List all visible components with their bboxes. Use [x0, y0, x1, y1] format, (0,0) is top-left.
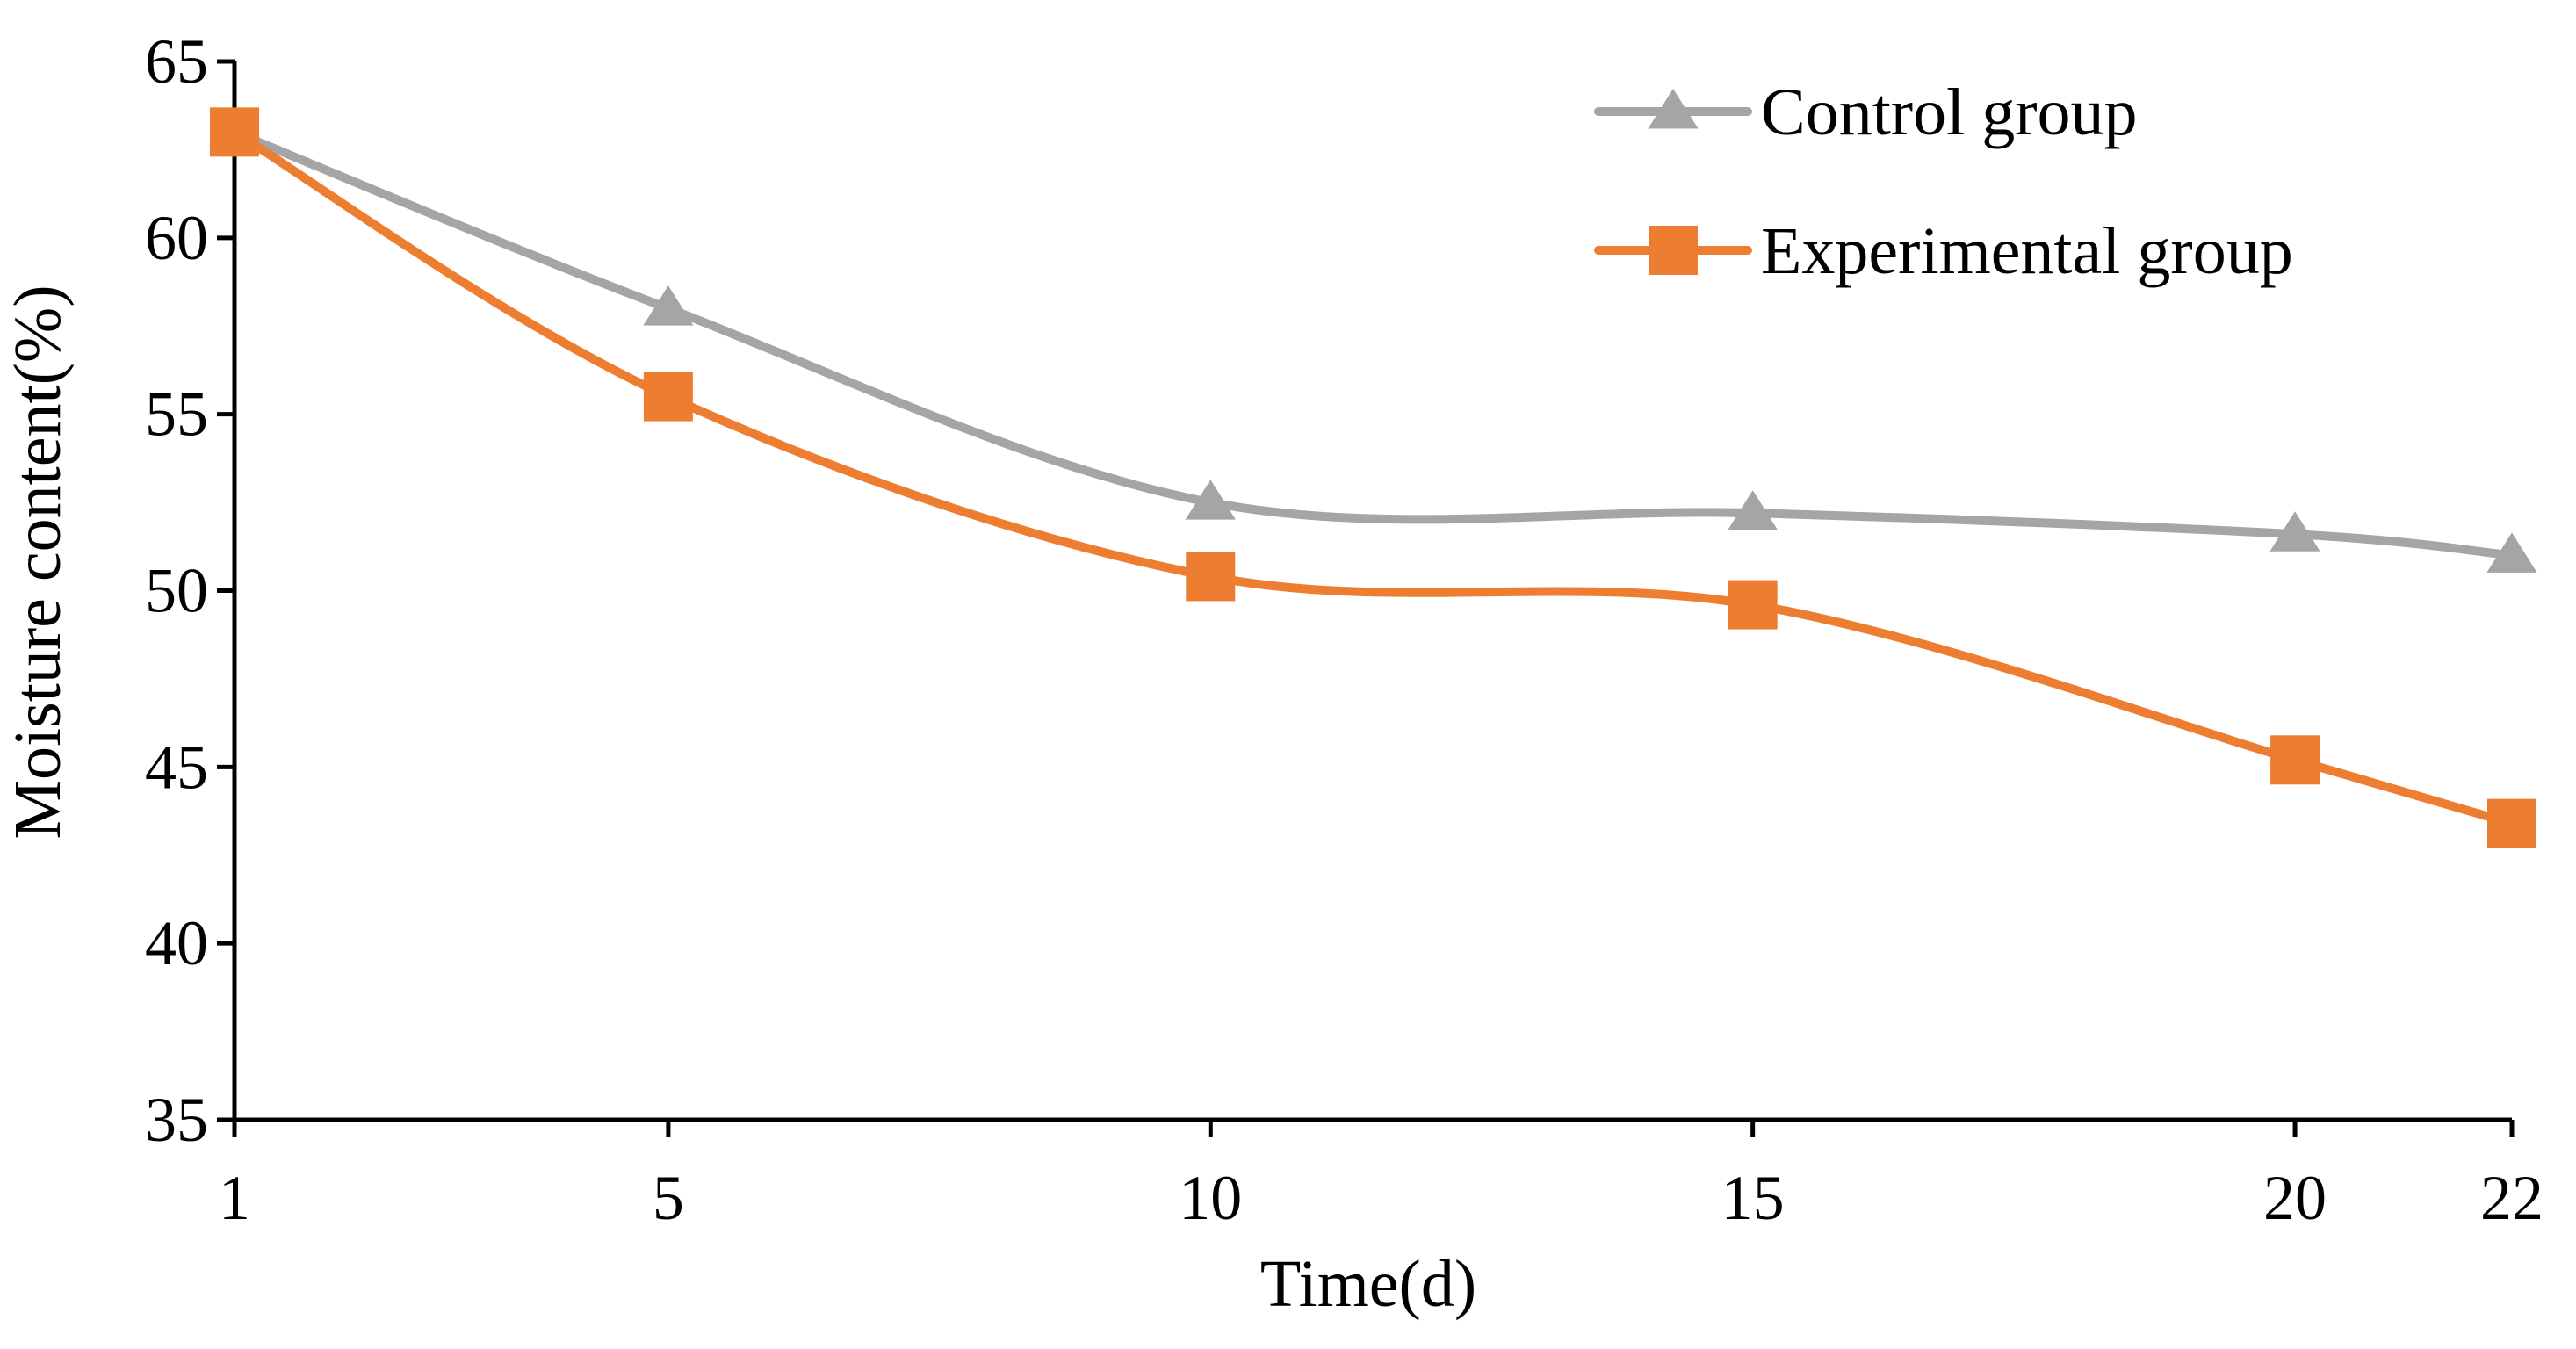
- legend-item: Control group: [1594, 76, 2138, 149]
- data-point: [210, 107, 259, 157]
- y-axis-ticks: 35 40 45 50 55 60 65: [145, 26, 235, 1155]
- y-axis-title: Moisture content(%): [1, 285, 75, 839]
- series-line: [230, 127, 2516, 828]
- x-tick-label: 15: [1721, 1163, 1785, 1233]
- y-tick-label: 45: [145, 732, 208, 802]
- x-tick-label: 10: [1179, 1163, 1242, 1233]
- data-point: [643, 372, 693, 422]
- y-tick-label: 55: [145, 379, 208, 450]
- data-point: [1185, 480, 1236, 520]
- data-point: [2269, 511, 2320, 552]
- y-tick-label: 35: [145, 1085, 208, 1155]
- x-tick-label: 1: [219, 1163, 250, 1233]
- data-point: [1186, 552, 1236, 602]
- series-layer: [209, 107, 2537, 848]
- data-point: [643, 285, 694, 326]
- x-axis-ticks: 1 5 10 15 20 22: [219, 1120, 2544, 1233]
- data-point: [1728, 580, 1778, 630]
- legend-label: Control group: [1761, 76, 2138, 149]
- legend-marker: [1649, 226, 1698, 275]
- x-tick-label: 22: [2480, 1163, 2544, 1233]
- x-tick-label: 5: [653, 1163, 684, 1233]
- data-point: [2486, 532, 2537, 573]
- series-line: [230, 127, 2516, 560]
- x-tick-label: 20: [2263, 1163, 2327, 1233]
- series-experimental-group: [210, 107, 2536, 848]
- y-tick-label: 65: [145, 26, 208, 97]
- y-tick-label: 40: [145, 908, 208, 978]
- legend-marker: [1648, 89, 1699, 129]
- legend-item: Experimental group: [1594, 214, 2293, 288]
- legend-label: Experimental group: [1761, 214, 2293, 288]
- data-point: [2487, 798, 2536, 848]
- legend: Control group Experimental group: [1594, 76, 2293, 288]
- x-axis-title: Time(d): [1260, 1247, 1476, 1321]
- y-tick-label: 50: [145, 556, 208, 626]
- y-tick-label: 60: [145, 203, 208, 273]
- data-point: [2270, 735, 2320, 785]
- data-point: [1728, 490, 1779, 530]
